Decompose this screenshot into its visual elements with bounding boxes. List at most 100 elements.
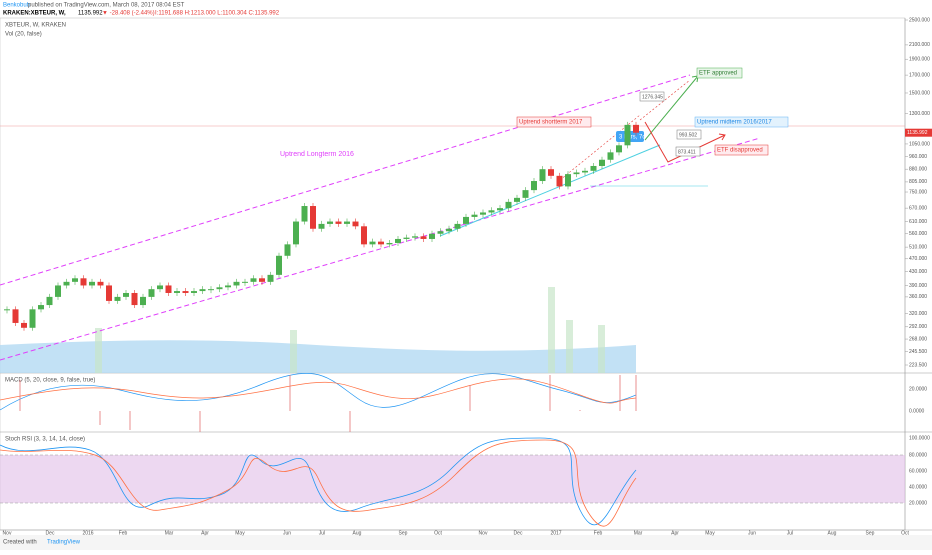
price-tick-label: 470.000 bbox=[909, 256, 927, 262]
candle bbox=[55, 285, 61, 297]
panel-title: Vol (20, false) bbox=[5, 32, 42, 38]
stoch-scale-label: 80.0000 bbox=[909, 452, 927, 458]
volume-bars bbox=[95, 287, 605, 373]
time-label: Aug bbox=[353, 530, 362, 536]
author[interactable]: Benkobub bbox=[3, 3, 31, 9]
volume-average bbox=[0, 340, 636, 373]
time-label: Jul bbox=[319, 530, 325, 536]
time-label: May bbox=[705, 530, 715, 536]
candle bbox=[369, 241, 376, 245]
time-label: Aug bbox=[828, 530, 837, 536]
candle bbox=[301, 206, 308, 222]
candle bbox=[259, 278, 265, 282]
annotation: 1276.345 bbox=[642, 94, 663, 100]
candle bbox=[97, 281, 104, 286]
candle bbox=[505, 201, 512, 209]
candle bbox=[267, 274, 274, 282]
time-label: Jun bbox=[748, 530, 756, 536]
time-label: Nov bbox=[479, 530, 488, 536]
annotation: 873.411 bbox=[678, 149, 696, 155]
candle bbox=[284, 244, 291, 256]
candle bbox=[216, 287, 223, 290]
candle bbox=[386, 242, 393, 245]
candle bbox=[565, 174, 571, 187]
candle bbox=[174, 291, 180, 293]
candle bbox=[191, 291, 197, 293]
price-tick-label: 560.000 bbox=[909, 231, 927, 237]
price-tick-label: 2100.000 bbox=[909, 42, 930, 48]
candle bbox=[582, 170, 588, 173]
annotation: 3 bars, 7d bbox=[619, 135, 646, 141]
candle bbox=[403, 237, 410, 239]
candle bbox=[12, 309, 19, 323]
stoch-d bbox=[0, 439, 637, 527]
price-tick-label: 1900.000 bbox=[909, 57, 930, 63]
time-label: Mar bbox=[165, 530, 174, 536]
candle bbox=[548, 169, 554, 176]
candle bbox=[590, 165, 597, 171]
stoch-k bbox=[0, 437, 637, 526]
footer-brand[interactable]: TradingView bbox=[47, 540, 81, 546]
trend-line bbox=[439, 144, 661, 237]
candle bbox=[573, 172, 580, 175]
time-label: 2016 bbox=[82, 530, 93, 536]
candle bbox=[106, 285, 112, 301]
candle bbox=[157, 285, 163, 290]
candle bbox=[318, 223, 325, 229]
candle bbox=[497, 208, 503, 211]
candle bbox=[378, 241, 384, 245]
current-price-label: 1135.992 bbox=[907, 130, 928, 136]
candle bbox=[242, 281, 248, 283]
candle bbox=[463, 216, 469, 224]
price-tick-label: 430.000 bbox=[909, 269, 927, 275]
candle bbox=[199, 289, 206, 292]
trend-line bbox=[639, 79, 691, 121]
time-label: Mar bbox=[634, 530, 643, 536]
candle bbox=[361, 226, 367, 245]
price-tick-label: 390.000 bbox=[909, 283, 927, 289]
price-tick-label: 670.000 bbox=[909, 205, 927, 211]
trend-line bbox=[0, 137, 761, 361]
signal-line bbox=[0, 378, 637, 404]
time-label: Dec bbox=[514, 530, 523, 536]
candle bbox=[131, 292, 138, 306]
price-tick-label: 320.000 bbox=[909, 311, 927, 317]
price-tick-label: 245.500 bbox=[909, 349, 927, 355]
candle bbox=[514, 197, 520, 202]
macd-scale-label: 20.0000 bbox=[909, 386, 927, 392]
change: ▼ -28.408 (-2.44%) bbox=[102, 11, 155, 17]
candle bbox=[556, 175, 563, 187]
candle bbox=[29, 309, 36, 328]
time-label: May bbox=[235, 530, 245, 536]
candle bbox=[607, 152, 614, 160]
candle bbox=[429, 233, 435, 239]
stoch-scale-label: 100.0000 bbox=[909, 435, 930, 441]
candle bbox=[327, 221, 333, 224]
candle bbox=[276, 255, 282, 275]
label-box bbox=[516, 116, 592, 128]
candle bbox=[72, 278, 78, 282]
current-price-box bbox=[905, 128, 932, 137]
symbol: KRAKEN:XBTEUR, W, bbox=[3, 11, 66, 17]
time-label: Feb bbox=[119, 530, 128, 536]
time-label: Apr bbox=[201, 530, 209, 536]
time-label: 2017 bbox=[550, 530, 561, 536]
panel-title: MACD (5, 20, close, 9, false, true) bbox=[5, 378, 95, 384]
annotation: ETF disapproved bbox=[717, 148, 763, 154]
time-label: Oct bbox=[434, 530, 442, 536]
time-label: Nov bbox=[3, 530, 12, 536]
annotation: Uptrend Longterm 2016 bbox=[280, 151, 354, 158]
price-tick-label: 1300.000 bbox=[909, 111, 930, 117]
stoch-band bbox=[0, 455, 905, 503]
time-label: Feb bbox=[594, 530, 603, 536]
annotation: ETF approved bbox=[699, 71, 737, 77]
label-box bbox=[696, 67, 743, 79]
candle bbox=[480, 212, 486, 215]
time-label: Dec bbox=[46, 530, 55, 536]
footer-bar bbox=[0, 535, 932, 550]
price-tick-label: 223.500 bbox=[909, 362, 927, 368]
candle bbox=[395, 238, 401, 243]
candle bbox=[63, 281, 70, 286]
candle bbox=[446, 228, 452, 232]
